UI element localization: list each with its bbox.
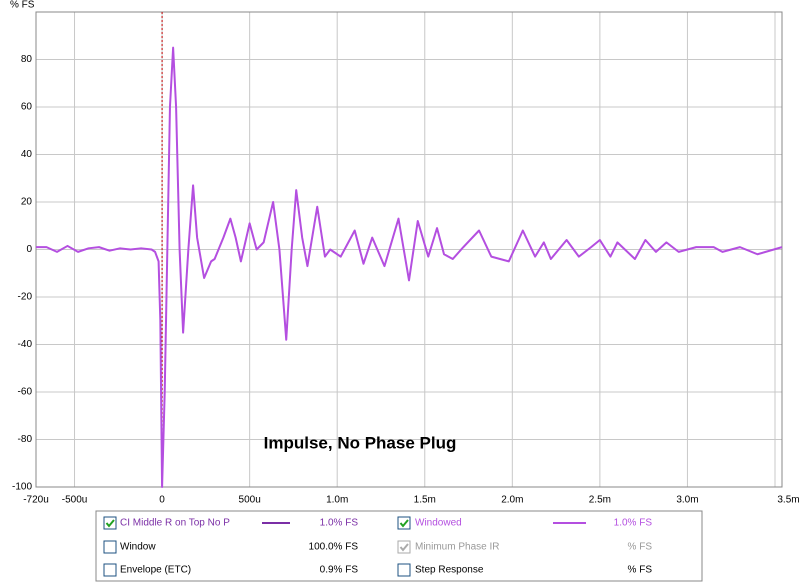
checkbox[interactable] (103, 563, 117, 577)
x-tick-label: -500u (62, 495, 88, 506)
legend-value: 1.0% FS (320, 518, 359, 529)
checkmark (399, 543, 409, 552)
y-tick-label: 0 (26, 244, 32, 255)
x-tick-label: 500u (239, 495, 261, 506)
x-tick-label: -720u (23, 495, 49, 506)
checkbox[interactable] (397, 540, 411, 554)
y-tick-label: -100 (12, 482, 32, 493)
plot-frame (35, 11, 783, 488)
y-tick-label: -40 (18, 339, 33, 350)
legend-label: Minimum Phase IR (415, 542, 499, 553)
x-tick-label: 2.0m (501, 495, 523, 506)
y-tick-label: 40 (21, 149, 33, 160)
legend-label: Window (120, 542, 156, 553)
y-tick-label: 20 (21, 197, 33, 208)
checkbox[interactable] (103, 540, 117, 554)
legend-value: 0.9% FS (320, 565, 359, 576)
y-tick-label: 60 (21, 102, 33, 113)
x-tick-label: 1.5m (414, 495, 436, 506)
line-series (36, 46, 783, 488)
legend-value: % FS (628, 542, 653, 553)
x-tick-label: 2.5m (589, 495, 611, 506)
y-tick-label: -20 (18, 292, 33, 303)
legend-value: % FS (628, 565, 653, 576)
checkmark (105, 519, 115, 528)
legend-value: 1.0% FS (614, 518, 653, 529)
legend-value: 100.0% FS (309, 542, 359, 553)
legend-label: CI Middle R on Top No P (120, 518, 230, 529)
y-tick-label: 80 (21, 54, 33, 65)
y-tick-label: -60 (18, 387, 33, 398)
y-axis-label: % FS (10, 0, 35, 11)
checkmark (399, 519, 409, 528)
checkbox[interactable] (397, 516, 411, 530)
legend-label: Envelope (ETC) (120, 565, 191, 576)
checkbox[interactable] (397, 563, 411, 577)
x-tick-label: 3.0m (676, 495, 698, 506)
legend-label: Step Response (415, 565, 484, 576)
annotation: Impulse, No Phase Plug (264, 433, 457, 452)
x-tick-label: 3.5ms (777, 495, 800, 506)
x-tick-label: 1.0m (326, 495, 348, 506)
checkbox[interactable] (103, 516, 117, 530)
y-tick-label: -80 (18, 434, 33, 445)
x-tick-label: 0 (159, 495, 165, 506)
legend-label: Windowed (415, 518, 462, 529)
